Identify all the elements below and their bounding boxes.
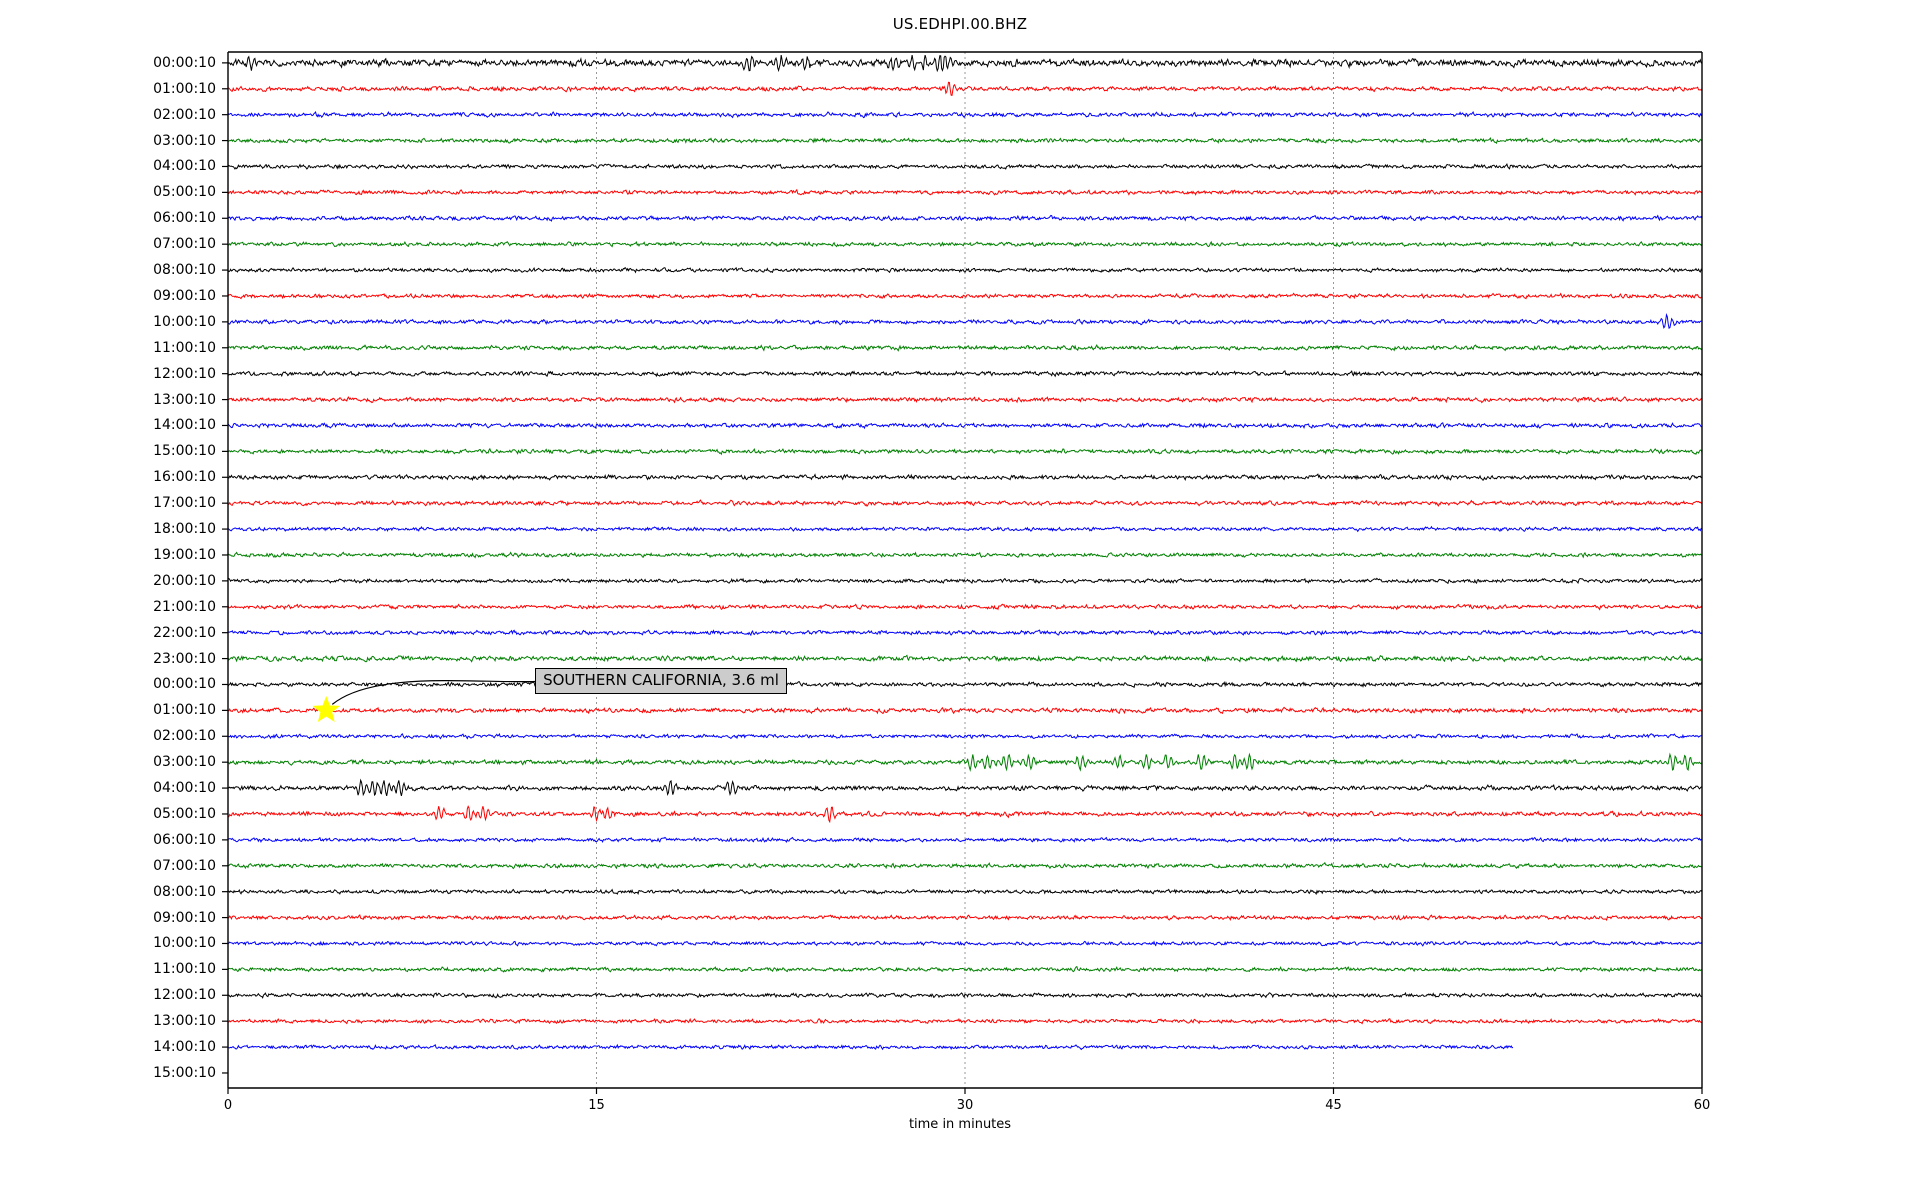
seismogram-trace bbox=[227, 991, 1703, 999]
seismogram-trace bbox=[227, 706, 1703, 715]
seismogram-trace bbox=[227, 861, 1703, 870]
y-axis-tick-label: 06:00:10 bbox=[153, 210, 216, 227]
seismogram-trace bbox=[227, 312, 1703, 330]
y-axis-tick-label: 12:00:10 bbox=[153, 365, 216, 382]
x-axis-label: time in minutes bbox=[908, 1117, 1012, 1132]
seismogram-trace bbox=[227, 551, 1703, 559]
y-axis-tick-label: 00:00:10 bbox=[153, 54, 216, 71]
y-axis-tick-label: 09:00:10 bbox=[153, 287, 216, 304]
seismogram-trace bbox=[227, 654, 1703, 663]
seismogram-trace bbox=[227, 343, 1703, 352]
y-axis-tick-label: 21:00:10 bbox=[153, 598, 216, 615]
y-axis-tick-label: 14:00:10 bbox=[153, 417, 216, 434]
seismogram-trace bbox=[227, 778, 1703, 797]
x-axis-tick-label: 0 bbox=[223, 1098, 233, 1113]
seismogram-trace bbox=[227, 240, 1703, 248]
y-axis-tick-label: 07:00:10 bbox=[153, 857, 216, 874]
y-axis-tick-label: 15:00:10 bbox=[153, 1064, 216, 1081]
x-axis-tick-label: 30 bbox=[956, 1098, 974, 1113]
seismogram-trace bbox=[227, 888, 1703, 896]
y-axis-tick-label: 14:00:10 bbox=[153, 1039, 216, 1056]
seismogram-trace bbox=[227, 681, 1703, 689]
seismogram-trace bbox=[227, 525, 1703, 533]
y-axis-tick-label: 09:00:10 bbox=[153, 909, 216, 926]
seismogram-trace bbox=[227, 110, 1703, 119]
y-axis-tick-label: 16:00:10 bbox=[153, 469, 216, 486]
seismogram-trace bbox=[227, 1017, 1703, 1025]
y-axis-tick-label: 17:00:10 bbox=[153, 495, 216, 512]
y-axis-tick-label: 11:00:10 bbox=[153, 961, 216, 978]
seismogram-trace bbox=[227, 54, 1703, 73]
seismogram-trace bbox=[227, 137, 1703, 145]
y-axis-tick-label: 02:00:10 bbox=[153, 106, 216, 123]
y-axis-tick-label: 20:00:10 bbox=[153, 572, 216, 589]
y-axis-tick-label: 10:00:10 bbox=[153, 935, 216, 952]
seismogram-trace bbox=[227, 473, 1703, 482]
y-axis-tick-label: 18:00:10 bbox=[153, 521, 216, 538]
seismogram-trace bbox=[227, 805, 1703, 824]
seismogram-trace bbox=[227, 188, 1703, 196]
seismogram-trace bbox=[227, 965, 1703, 973]
y-axis-tick-label: 01:00:10 bbox=[153, 80, 216, 97]
x-axis-tick-label: 45 bbox=[1325, 1098, 1342, 1113]
x-axis-tick-label: 15 bbox=[588, 1098, 605, 1113]
seismogram-trace bbox=[227, 447, 1703, 456]
y-axis-tick-label: 13:00:10 bbox=[153, 1013, 216, 1030]
page-title: US.EDHPI.00.BHZ bbox=[892, 15, 1028, 33]
y-axis-tick-label: 04:00:10 bbox=[153, 780, 216, 797]
earthquake-epicenter-star-icon bbox=[312, 695, 340, 723]
seismogram-trace bbox=[227, 81, 1703, 97]
y-axis-tick-label: 08:00:10 bbox=[153, 883, 216, 900]
y-axis-tick-label: 03:00:10 bbox=[153, 132, 216, 149]
seismogram-trace bbox=[227, 940, 1703, 947]
y-axis-tick-label: 12:00:10 bbox=[153, 987, 216, 1004]
y-axis-tick-label: 23:00:10 bbox=[153, 650, 216, 667]
y-axis-tick-label: 05:00:10 bbox=[153, 805, 216, 822]
y-axis-tick-label: 15:00:10 bbox=[153, 443, 216, 460]
seismogram-trace bbox=[227, 163, 1703, 170]
seismogram-trace bbox=[227, 752, 1703, 772]
y-axis-tick-label: 05:00:10 bbox=[153, 184, 216, 201]
event-annotation-label: SOUTHERN CALIFORNIA, 3.6 ml bbox=[535, 668, 787, 694]
y-axis-tick-label: 02:00:10 bbox=[153, 728, 216, 745]
seismogram-trace bbox=[227, 836, 1703, 843]
annotation-leader-line bbox=[331, 680, 536, 705]
y-axis-tick-label: 07:00:10 bbox=[153, 236, 216, 253]
seismogram-trace bbox=[227, 214, 1703, 222]
y-axis-tick-label: 10:00:10 bbox=[153, 313, 216, 330]
seismogram-trace bbox=[227, 266, 1703, 274]
y-axis-tick-label: 00:00:10 bbox=[153, 676, 216, 693]
seismogram-trace bbox=[227, 732, 1703, 740]
y-axis-tick-label: 03:00:10 bbox=[153, 754, 216, 771]
y-axis-tick-label: 19:00:10 bbox=[153, 546, 216, 563]
y-axis-tick-label: 08:00:10 bbox=[153, 262, 216, 279]
y-axis-tick-label: 06:00:10 bbox=[153, 831, 216, 848]
seismogram-trace bbox=[227, 914, 1703, 922]
seismogram-trace bbox=[227, 292, 1703, 300]
y-axis-tick-label: 22:00:10 bbox=[153, 624, 216, 641]
seismogram-trace bbox=[227, 1043, 1514, 1051]
seismogram-trace bbox=[227, 603, 1703, 611]
y-axis-tick-label: 11:00:10 bbox=[153, 339, 216, 356]
x-axis-tick-label: 60 bbox=[1693, 1098, 1711, 1113]
y-axis-tick-label: 04:00:10 bbox=[153, 158, 216, 175]
y-axis-tick-label: 13:00:10 bbox=[153, 391, 216, 408]
y-axis-tick-label: 01:00:10 bbox=[153, 702, 216, 719]
seismogram-trace bbox=[227, 629, 1703, 637]
seismogram-trace bbox=[227, 577, 1703, 585]
seismogram-trace bbox=[227, 499, 1703, 507]
seismogram-trace bbox=[227, 422, 1703, 430]
seismogram-trace bbox=[227, 396, 1703, 404]
seismogram-trace bbox=[227, 370, 1703, 378]
